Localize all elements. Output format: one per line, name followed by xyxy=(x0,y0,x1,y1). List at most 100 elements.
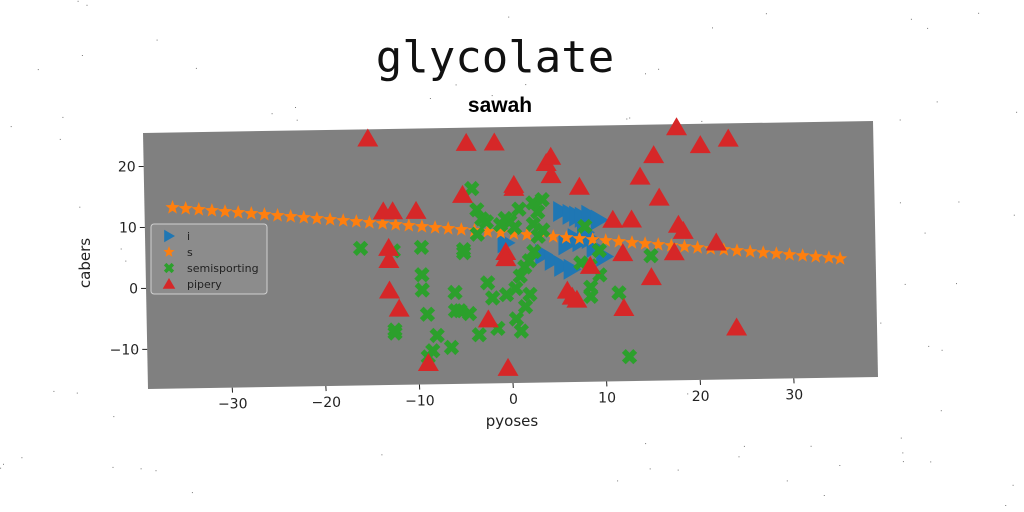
speckle xyxy=(617,480,619,482)
point-semisporting xyxy=(469,202,485,218)
point-s xyxy=(454,222,469,236)
point-s xyxy=(191,202,206,216)
point-semisporting xyxy=(508,311,525,327)
point-i xyxy=(544,249,563,271)
x-tick-label: −20 xyxy=(312,395,342,411)
point-pipery xyxy=(705,232,727,251)
point-pipery xyxy=(689,135,711,154)
point-semisporting xyxy=(413,239,430,255)
point-s xyxy=(231,205,246,219)
point-s xyxy=(283,209,298,223)
point-pipery xyxy=(672,220,694,239)
point-pipery xyxy=(602,209,624,228)
point-s xyxy=(664,238,679,252)
speckle xyxy=(823,495,825,496)
point-s xyxy=(833,251,848,265)
point-semisporting xyxy=(534,192,550,208)
point-semisporting xyxy=(485,290,501,306)
point-i xyxy=(581,204,600,226)
x-tick-label: −30 xyxy=(218,397,248,413)
speckle xyxy=(701,120,703,122)
speckle xyxy=(491,95,493,97)
legend-marker-semisporting xyxy=(163,262,175,274)
speckle xyxy=(381,454,383,456)
point-pipery xyxy=(455,132,477,151)
point-i xyxy=(554,255,573,277)
speckle xyxy=(902,452,904,454)
point-semisporting xyxy=(387,325,403,341)
speckle xyxy=(978,12,980,14)
legend-label: pipery xyxy=(187,278,222,291)
speckle xyxy=(518,62,520,64)
legend: is semisporting pipery xyxy=(150,223,268,295)
point-s xyxy=(217,204,233,218)
speckle xyxy=(936,101,938,103)
point-semisporting xyxy=(447,303,464,319)
speckle xyxy=(53,390,55,392)
speckle xyxy=(525,84,527,86)
speckle xyxy=(113,416,115,418)
point-pipery xyxy=(726,317,748,336)
point-s xyxy=(559,230,574,244)
chart-subtitle: sawah xyxy=(468,94,532,117)
speckle xyxy=(1012,484,1014,486)
x-axis-label: pyoses xyxy=(486,412,539,430)
speckle xyxy=(1005,505,1007,506)
point-s xyxy=(769,246,784,260)
point-s xyxy=(336,213,351,227)
x-tick-label: −10 xyxy=(405,394,435,410)
point-semisporting xyxy=(456,245,472,261)
y-tick-label: 0 xyxy=(129,281,138,297)
point-semisporting xyxy=(429,327,445,344)
point-s xyxy=(165,200,180,214)
point-semisporting xyxy=(517,298,534,315)
speckle xyxy=(21,457,23,459)
speckle xyxy=(86,4,88,6)
point-semisporting xyxy=(526,243,542,260)
point-semisporting xyxy=(464,180,480,197)
point-pipery xyxy=(643,145,665,164)
speckle xyxy=(120,248,122,250)
point-semisporting xyxy=(583,288,599,304)
point-pipery xyxy=(540,165,562,184)
point-pipery xyxy=(503,177,525,196)
data-marks xyxy=(165,117,848,376)
speckle xyxy=(191,492,193,494)
point-s xyxy=(756,245,771,259)
point-s xyxy=(585,232,600,246)
point-pipery xyxy=(483,132,505,151)
speckle xyxy=(765,13,767,15)
point-semisporting xyxy=(471,327,487,343)
point-s xyxy=(296,210,311,224)
point-s xyxy=(349,214,364,228)
point-pipery xyxy=(378,280,400,299)
speckle xyxy=(62,116,64,118)
legend-marker-pipery xyxy=(162,278,176,289)
point-s xyxy=(729,243,745,257)
speckle xyxy=(910,18,912,20)
point-pipery xyxy=(382,201,404,220)
point-pipery xyxy=(621,209,643,228)
point-semisporting xyxy=(525,216,541,232)
point-s xyxy=(388,217,403,231)
chart-title: glycolate xyxy=(376,32,614,83)
speckle xyxy=(0,467,2,469)
speckle xyxy=(712,27,713,29)
speckle xyxy=(37,69,39,71)
speckle xyxy=(1013,214,1015,216)
speckle xyxy=(155,470,157,472)
speckle xyxy=(839,465,841,466)
point-s xyxy=(651,237,666,251)
point-i xyxy=(563,258,582,280)
y-tick-label: −10 xyxy=(110,342,140,358)
legend-box xyxy=(150,223,268,295)
point-pipery xyxy=(568,176,590,195)
speckle xyxy=(743,445,745,447)
point-pipery xyxy=(717,128,739,147)
point-s xyxy=(414,219,430,233)
point-s xyxy=(677,239,692,253)
point-i xyxy=(553,200,572,222)
point-semisporting xyxy=(478,214,495,230)
point-semisporting xyxy=(414,282,430,298)
